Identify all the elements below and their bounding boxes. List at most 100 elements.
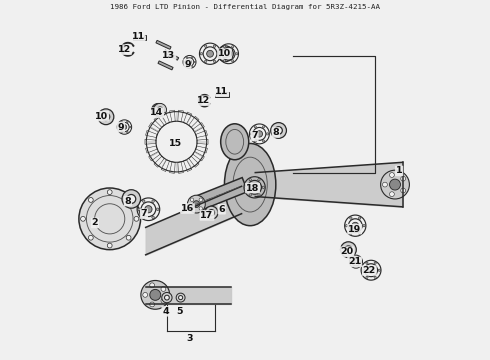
Circle shape <box>354 260 358 264</box>
Circle shape <box>188 60 192 64</box>
Circle shape <box>190 198 194 201</box>
Circle shape <box>378 269 380 271</box>
Circle shape <box>153 103 167 116</box>
Circle shape <box>254 140 256 142</box>
Circle shape <box>251 184 258 191</box>
Circle shape <box>194 61 196 63</box>
Text: 19: 19 <box>348 225 361 234</box>
Circle shape <box>249 194 251 196</box>
Circle shape <box>359 217 361 219</box>
Circle shape <box>107 190 112 194</box>
Polygon shape <box>156 40 171 49</box>
Text: 12: 12 <box>196 96 210 105</box>
Circle shape <box>152 216 154 219</box>
Circle shape <box>192 57 193 58</box>
Text: 11: 11 <box>215 87 228 96</box>
Circle shape <box>193 201 200 207</box>
Circle shape <box>204 45 207 47</box>
Circle shape <box>270 123 287 138</box>
Circle shape <box>353 266 354 267</box>
Circle shape <box>102 113 110 121</box>
Circle shape <box>353 256 354 258</box>
Text: 18: 18 <box>246 184 259 193</box>
Circle shape <box>267 133 269 135</box>
Text: 7: 7 <box>141 209 147 218</box>
Circle shape <box>157 107 163 113</box>
Circle shape <box>374 262 376 264</box>
Text: 9: 9 <box>118 122 124 131</box>
Text: 7: 7 <box>251 131 258 140</box>
Circle shape <box>122 125 127 129</box>
Text: 14: 14 <box>150 108 163 117</box>
Circle shape <box>151 103 165 116</box>
Circle shape <box>250 133 252 135</box>
Circle shape <box>134 216 139 221</box>
Circle shape <box>366 276 368 278</box>
Circle shape <box>161 298 166 303</box>
Circle shape <box>350 217 352 219</box>
Circle shape <box>401 176 406 181</box>
Circle shape <box>156 208 159 211</box>
Text: 8: 8 <box>124 197 131 206</box>
Text: 13: 13 <box>162 51 175 60</box>
Circle shape <box>152 103 166 116</box>
Circle shape <box>368 267 374 273</box>
Circle shape <box>79 188 141 249</box>
Polygon shape <box>164 50 179 60</box>
Text: 10: 10 <box>95 112 108 121</box>
Circle shape <box>129 126 131 128</box>
Circle shape <box>122 190 141 208</box>
Text: 2: 2 <box>92 219 98 228</box>
Text: 12: 12 <box>118 45 131 54</box>
Text: 22: 22 <box>363 266 376 275</box>
Circle shape <box>363 225 365 227</box>
Circle shape <box>121 131 122 133</box>
Circle shape <box>80 216 85 221</box>
Circle shape <box>188 195 205 213</box>
Circle shape <box>359 232 361 234</box>
Circle shape <box>350 261 351 262</box>
Circle shape <box>150 283 154 288</box>
Circle shape <box>223 46 225 48</box>
Circle shape <box>218 46 233 62</box>
Polygon shape <box>215 92 228 96</box>
Circle shape <box>143 292 147 297</box>
Circle shape <box>199 207 202 210</box>
Circle shape <box>225 50 232 57</box>
Circle shape <box>107 243 112 248</box>
Text: 6: 6 <box>219 205 225 214</box>
Circle shape <box>161 287 166 291</box>
Text: 15: 15 <box>169 139 182 148</box>
Circle shape <box>127 194 136 203</box>
Circle shape <box>383 182 387 187</box>
Circle shape <box>213 60 216 63</box>
Circle shape <box>178 296 183 300</box>
Circle shape <box>390 172 394 177</box>
Circle shape <box>156 107 162 113</box>
Title: 1986 Ford LTD Pinion - Differential Diagram for 5R3Z-4215-AA: 1986 Ford LTD Pinion - Differential Diag… <box>110 4 380 10</box>
Circle shape <box>155 107 161 113</box>
Text: 17: 17 <box>200 211 214 220</box>
Circle shape <box>256 131 263 137</box>
Circle shape <box>118 126 119 128</box>
Circle shape <box>199 198 202 201</box>
Circle shape <box>143 216 145 219</box>
Circle shape <box>138 208 140 211</box>
Circle shape <box>143 200 145 202</box>
Ellipse shape <box>220 124 249 160</box>
Circle shape <box>350 232 352 234</box>
Text: 4: 4 <box>162 307 169 316</box>
Circle shape <box>192 66 193 67</box>
Circle shape <box>126 131 128 133</box>
Circle shape <box>88 198 93 202</box>
Circle shape <box>219 53 221 55</box>
Circle shape <box>141 280 170 309</box>
Circle shape <box>358 256 359 258</box>
Circle shape <box>390 179 400 190</box>
Text: 5: 5 <box>176 307 182 316</box>
Circle shape <box>126 121 128 123</box>
Polygon shape <box>158 61 173 70</box>
Circle shape <box>98 109 114 125</box>
Circle shape <box>249 179 251 181</box>
Circle shape <box>381 170 410 199</box>
